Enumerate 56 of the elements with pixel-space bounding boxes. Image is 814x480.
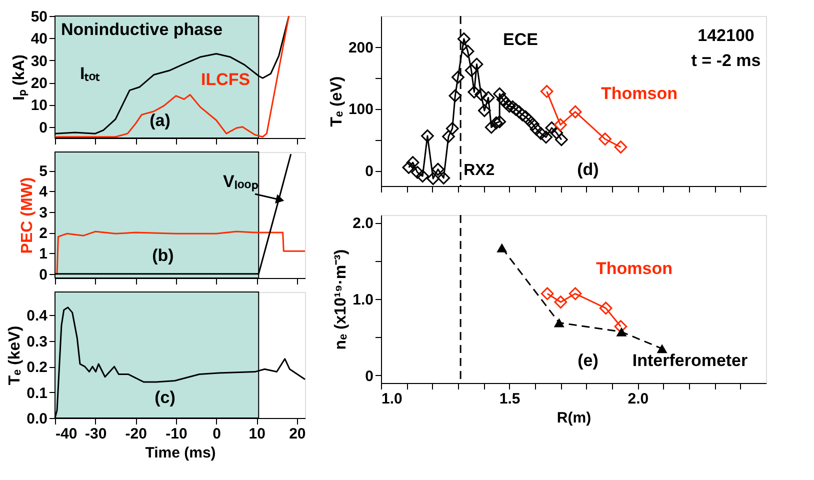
annotation: (a): [150, 111, 170, 130]
x-tick-label: 20: [289, 426, 306, 442]
x-tick-label: -30: [84, 426, 107, 442]
y-tick-label: 0: [365, 163, 374, 180]
y-tick-label: 40: [30, 30, 48, 48]
y-tick-label: 4: [39, 184, 48, 201]
annotation: Noninductive phase: [61, 20, 223, 39]
y-tick-label: 0: [39, 119, 48, 136]
annotation: (c): [154, 388, 176, 407]
y-tick-label: 0: [365, 368, 374, 385]
y-axis-title: Tₑ (eV): [328, 76, 346, 127]
y-tick-label: 3: [39, 204, 48, 222]
annotation: 142100: [698, 26, 754, 45]
y-tick-label: 30: [30, 52, 48, 70]
y-tick-label: 20: [30, 75, 48, 92]
series-label: Thomson: [596, 259, 672, 278]
series-label: ILCFS: [201, 70, 250, 89]
x-axis-title: Time (ms): [145, 444, 216, 462]
y-tick-label: 100: [348, 101, 374, 118]
series-label: Interferometer: [632, 351, 748, 370]
y-tick-label: 10: [30, 97, 48, 114]
y-tick-label: 0: [39, 266, 48, 284]
y-tick-label: 5: [39, 163, 48, 180]
x-tick-label: 1.5: [499, 390, 520, 408]
annotation: (e): [578, 351, 598, 370]
ref-line-label: RX2: [464, 162, 495, 179]
y-axis-title: nₑ (x10¹⁹·m⁻³): [332, 249, 350, 350]
y-tick-label: 1: [39, 246, 48, 263]
y-tick-label: 0.0: [26, 410, 48, 428]
x-axis-title: R(m): [556, 410, 592, 426]
y-axis-title: PEC (MW): [19, 177, 36, 254]
x-tick-label: -10: [166, 426, 188, 442]
series-label: ECE: [503, 30, 538, 49]
y-tick-label: 1.0: [352, 292, 374, 308]
x-tick-label: 0: [212, 426, 221, 442]
y-axis-title: Iₚ (kA): [10, 54, 29, 100]
y-tick-label: 0.1: [26, 384, 48, 402]
y-tick-label: 0.3: [26, 333, 48, 350]
annotation: t = -2 ms: [691, 51, 761, 70]
y-tick-label: 2: [39, 225, 48, 242]
series-label: Iₜₒₜ: [80, 64, 101, 83]
y-tick-label: 200: [348, 39, 374, 56]
x-tick-label: 2.0: [628, 390, 649, 408]
y-tick-label: 0.4: [26, 308, 48, 325]
x-tick-label: -20: [125, 426, 147, 442]
y-tick-label: 50: [30, 8, 48, 26]
x-tick-label: -40: [56, 426, 78, 442]
series-label: Vₗₒₒₚ: [223, 172, 258, 192]
y-tick-label: 2.0: [352, 215, 374, 232]
y-tick-label: 0.2: [26, 359, 48, 376]
y-axis-title: Tₑ (keV): [6, 326, 24, 386]
annotation: (d): [577, 160, 599, 179]
x-tick-label: 1.0: [382, 390, 402, 408]
series-label: Thomson: [601, 84, 678, 103]
x-tick-label: 10: [248, 426, 266, 442]
annotation: (b): [152, 246, 174, 265]
